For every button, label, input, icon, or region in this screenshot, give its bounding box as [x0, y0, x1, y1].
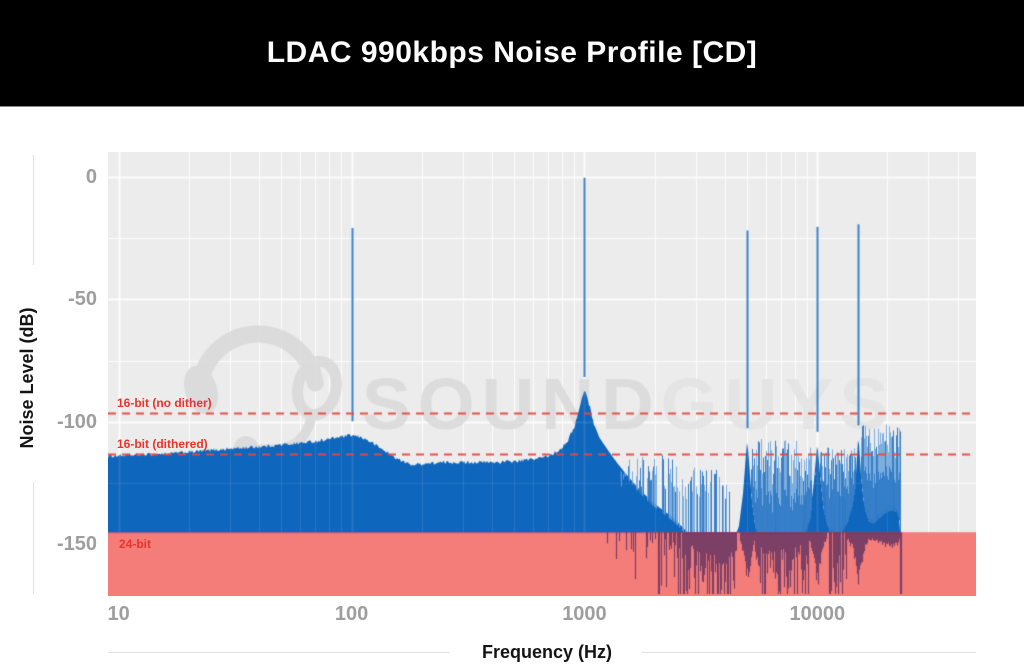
noise-spectrum-plot [108, 152, 976, 596]
x-axis-divider-left [108, 652, 450, 653]
y-tick-label: -50 [68, 288, 97, 311]
x-axis-title: Frequency (Hz) [481, 642, 613, 662]
x-tick-label: 10000 [789, 603, 846, 625]
chart-title: LDAC 990kbps Noise Profile [CD] [266, 36, 758, 69]
x-tick-label: 100 [334, 603, 369, 625]
x-axis-divider-right [642, 652, 976, 653]
x-tick-label: 10 [107, 603, 130, 625]
threshold-label-16bit-dithered: 16-bit (dithered) [117, 436, 208, 451]
x-tick-label: 1000 [562, 603, 607, 625]
y-tick-label: -150 [56, 533, 97, 556]
y-axis-divider-top [33, 155, 34, 265]
chart-header-bar: LDAC 990kbps Noise Profile [CD] [0, 0, 1024, 107]
threshold-label-24bit: 24-bit [119, 537, 152, 552]
threshold-label-16bit-no-dither: 16-bit (no dither) [117, 395, 212, 410]
y-axis-divider-bottom [33, 482, 34, 594]
y-tick-label: 0 [85, 165, 97, 188]
y-tick-label: -100 [56, 410, 97, 433]
